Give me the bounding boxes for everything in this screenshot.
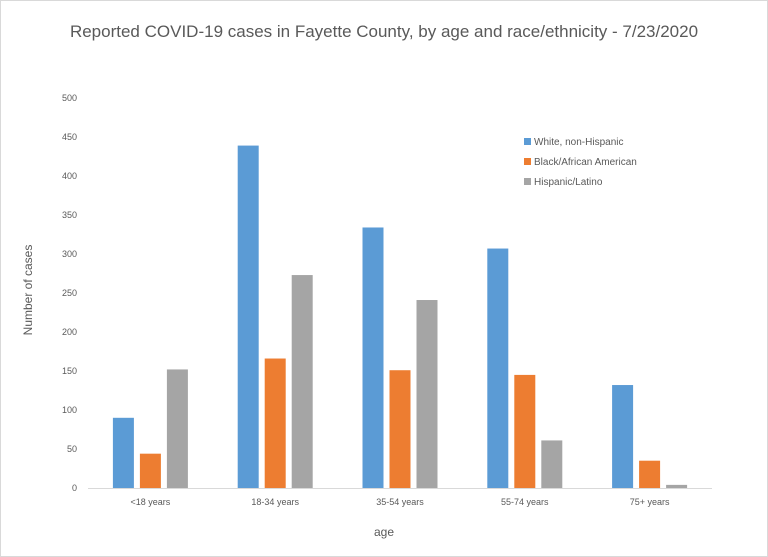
x-axis-label: age	[373, 525, 395, 539]
y-tick-label: 100	[62, 405, 77, 415]
bar	[264, 358, 286, 488]
legend-swatch	[524, 158, 531, 165]
y-tick-label: 250	[62, 288, 77, 298]
x-tick-label: 55-74 years	[501, 497, 549, 507]
y-tick-label: 350	[62, 210, 77, 220]
bar	[237, 145, 259, 488]
x-tick-label: 18-34 years	[251, 497, 299, 507]
y-tick-label: 50	[67, 444, 77, 454]
y-tick-label: 500	[62, 93, 77, 103]
bar	[541, 440, 563, 488]
legend-swatch	[524, 138, 531, 145]
x-tick-label: <18 years	[131, 497, 171, 507]
bar	[639, 460, 661, 488]
bar	[612, 385, 634, 488]
bar	[416, 300, 438, 488]
y-tick-label: 300	[62, 249, 77, 259]
bar	[166, 369, 188, 488]
y-tick-label: 200	[62, 327, 77, 337]
y-tick-label: 0	[72, 483, 77, 493]
legend-label: Black/African American	[534, 157, 637, 168]
bar	[291, 275, 313, 488]
bar	[112, 417, 134, 488]
y-tick-label: 150	[62, 366, 77, 376]
y-tick-label: 400	[62, 171, 77, 181]
bar	[139, 453, 161, 488]
legend-label: White, non-Hispanic	[534, 137, 623, 148]
bar	[362, 227, 384, 489]
x-tick-label: 75+ years	[630, 497, 670, 507]
bar	[487, 248, 509, 488]
legend-swatch	[524, 178, 531, 185]
x-tick-label: 35-54 years	[376, 497, 424, 507]
bar	[389, 370, 411, 488]
bar	[666, 484, 688, 488]
y-tick-label: 450	[62, 132, 77, 142]
bar	[514, 374, 536, 488]
legend-label: Hispanic/Latino	[534, 177, 603, 188]
chart-title: Reported COVID-19 cases in Fayette Count…	[69, 22, 699, 41]
